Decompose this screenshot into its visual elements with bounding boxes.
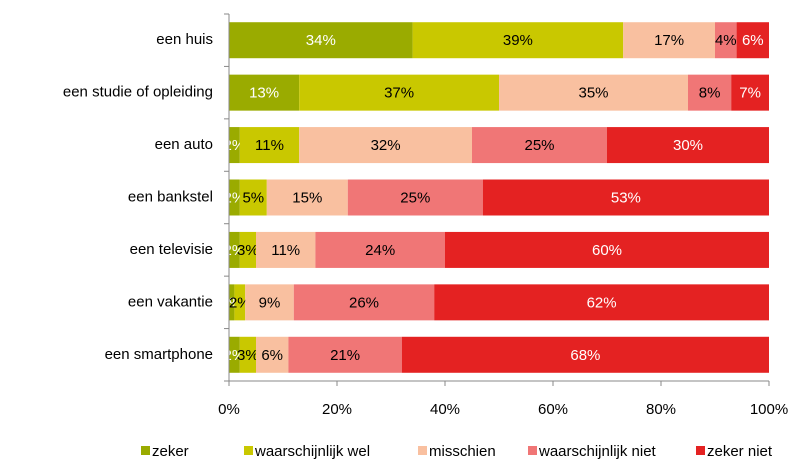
bar-segment <box>229 74 300 111</box>
bar-segment <box>239 231 256 268</box>
category-label: een studie of opleiding <box>63 84 213 101</box>
legend-swatch <box>418 446 427 455</box>
legend-swatch <box>528 446 537 455</box>
data-label: 11% <box>255 137 284 154</box>
bar-segment <box>229 231 240 268</box>
data-label: 34% <box>306 32 336 49</box>
bar-segment <box>239 179 267 216</box>
category-label: een smartphone <box>105 346 213 363</box>
bar-segment <box>401 336 769 373</box>
data-label: 21% <box>330 347 360 364</box>
data-label: 9% <box>259 294 281 311</box>
bar-segment <box>412 22 624 59</box>
bar-segment <box>499 74 688 111</box>
data-label: 6% <box>742 32 764 49</box>
legend-label: misschien <box>429 443 496 460</box>
bar-segment <box>445 231 769 268</box>
bar-segment <box>347 179 483 216</box>
bar-segment <box>293 284 435 321</box>
data-label: 5% <box>242 189 264 206</box>
data-label: 60% <box>592 242 622 259</box>
data-label: 62% <box>587 294 617 311</box>
data-label: 26% <box>349 294 379 311</box>
bar-segment <box>229 336 240 373</box>
x-tick-label: 80% <box>646 401 676 418</box>
bar-segment <box>688 74 732 111</box>
data-label: 6% <box>261 347 283 364</box>
bar-segment <box>245 284 294 321</box>
x-tick-label: 0% <box>218 401 240 418</box>
bar-segment <box>239 336 256 373</box>
data-label: 8% <box>699 85 721 102</box>
bar-segment <box>299 127 472 164</box>
category-label: een televisie <box>130 241 213 258</box>
data-label: 13% <box>249 85 279 102</box>
legend-swatch <box>141 446 150 455</box>
data-label: 32% <box>371 137 401 154</box>
legend-label: waarschijnlijk wel <box>254 443 370 460</box>
bar-segment <box>731 74 769 111</box>
data-label: 30% <box>673 137 703 154</box>
bar-segment <box>256 231 316 268</box>
legend-swatch <box>244 446 253 455</box>
x-tick-label: 60% <box>538 401 568 418</box>
data-label: 39% <box>503 32 533 49</box>
data-label: 53% <box>611 189 641 206</box>
bar-segment <box>256 336 289 373</box>
category-label: een huis <box>156 31 213 48</box>
data-label: 35% <box>578 85 608 102</box>
data-label: 11% <box>271 242 300 259</box>
category-label: een vakantie <box>128 293 213 310</box>
bar-segment <box>482 179 769 216</box>
data-label: 15% <box>292 189 322 206</box>
bar-segment <box>736 22 769 59</box>
bar-segment <box>229 127 240 164</box>
data-label: 17% <box>654 32 684 49</box>
bar-segment <box>239 127 300 164</box>
bar-segment <box>315 231 445 268</box>
bar-segment <box>715 22 737 59</box>
bar-segment <box>607 127 769 164</box>
legend-label: waarschijnlijk niet <box>538 443 657 460</box>
bar-segment <box>229 284 235 321</box>
x-tick-label: 20% <box>322 401 352 418</box>
legend-label: zeker <box>152 443 189 460</box>
data-label: 37% <box>384 85 414 102</box>
legend-swatch <box>696 446 705 455</box>
bar-segment <box>299 74 499 111</box>
bar-segment <box>266 179 348 216</box>
data-label: 4% <box>715 32 737 49</box>
x-tick-label: 40% <box>430 401 460 418</box>
data-label: 25% <box>400 189 430 206</box>
bar-segment <box>472 127 607 164</box>
data-label: 25% <box>524 137 554 154</box>
data-label: 3% <box>237 347 259 364</box>
data-label: 68% <box>570 347 600 364</box>
legend-label: zeker niet <box>707 443 773 460</box>
bar-segment <box>288 336 402 373</box>
bar-segment <box>434 284 769 321</box>
category-label: een bankstel <box>128 188 213 205</box>
bar-segment <box>229 22 413 59</box>
bar-segment <box>229 179 240 216</box>
bar-segment <box>623 22 715 59</box>
data-label: 24% <box>365 242 395 259</box>
data-label: 3% <box>237 242 259 259</box>
data-label: 7% <box>739 85 761 102</box>
x-tick-label: 100% <box>750 401 788 418</box>
bar-segment <box>234 284 246 321</box>
category-label: een auto <box>155 136 213 153</box>
